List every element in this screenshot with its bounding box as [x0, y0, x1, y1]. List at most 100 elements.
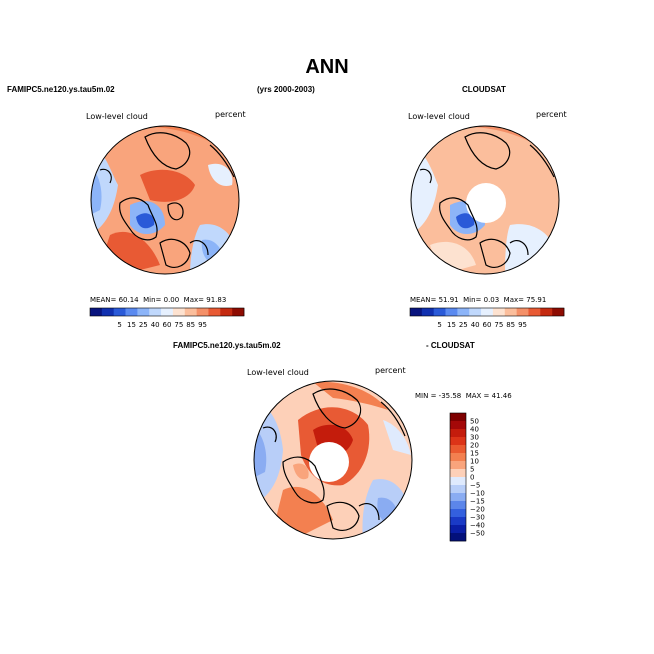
obs-map-boundary — [410, 125, 560, 275]
colorbar-tick-label: 60 — [483, 321, 492, 329]
model-map-region — [136, 213, 155, 229]
mean-label: MEAN= — [410, 296, 437, 304]
period-label: (yrs 2000-2003) — [257, 85, 315, 94]
colorbar-swatch — [410, 308, 423, 316]
colorbar-tick-label: 60 — [163, 321, 172, 329]
colorbar-swatch — [450, 485, 466, 494]
colorbar-swatch — [450, 509, 466, 518]
max-label: Max= — [503, 296, 525, 304]
model-stats: MEAN= 60.14 Min= 0.00 Max= 91.83 — [90, 296, 226, 304]
colorbar-swatch — [137, 308, 150, 316]
colorbar-tick-label: −10 — [470, 490, 485, 498]
model-map-region — [208, 163, 233, 186]
colorbar-swatch — [450, 445, 466, 454]
colorbar-swatch — [450, 421, 466, 430]
colorbar-tick-label: 30 — [470, 434, 479, 442]
min-value: -35.58 — [438, 392, 462, 400]
colorbar-swatch — [196, 308, 209, 316]
colorbar-swatch — [450, 429, 466, 438]
colorbar-swatch — [450, 533, 466, 542]
colorbar-tick-label: −20 — [470, 506, 485, 514]
colorbar-tick-label: 15 — [470, 450, 479, 458]
colorbar-swatch — [481, 308, 494, 316]
colorbar-swatch — [450, 453, 466, 462]
model-map-region — [140, 169, 195, 202]
max-label: MAX = — [465, 392, 490, 400]
colorbar-swatch — [232, 308, 245, 316]
model-polar-map — [90, 125, 240, 275]
diff-variable-label: Low-level cloud — [247, 368, 309, 377]
colorbar-tick-label: 15 — [447, 321, 456, 329]
colorbar-tick-label: 10 — [470, 458, 479, 466]
colorbar-swatch — [450, 413, 466, 422]
colorbar-swatch — [457, 308, 470, 316]
colorbar-swatch — [125, 308, 138, 316]
colorbar-swatch — [90, 308, 103, 316]
obs-map-region — [456, 213, 475, 229]
colorbar-tick-label: −15 — [470, 498, 485, 506]
colorbar-swatch — [516, 308, 529, 316]
diff-units-label: percent — [375, 366, 406, 375]
min-label: Min= — [463, 296, 482, 304]
diff-polar-map — [253, 380, 413, 540]
colorbar-swatch — [504, 308, 517, 316]
colorbar-frame — [449, 412, 467, 542]
colorbar-tick-label: 50 — [470, 418, 479, 426]
min-label: MIN = — [415, 392, 437, 400]
model-units-label: percent — [215, 110, 246, 119]
model-case-label: FAMIPC5.ne120.ys.tau5m.02 — [7, 85, 115, 94]
obs-colorbar: 5 15 25 40 60 75 85 95 — [409, 307, 565, 329]
colorbar-swatch — [220, 308, 233, 316]
model-colorbar: 5 15 25 40 60 75 85 95 — [89, 307, 245, 329]
colorbar-swatch — [433, 308, 446, 316]
obs-label: CLOUDSAT — [462, 85, 506, 94]
diff-map-boundary — [253, 380, 413, 540]
min-label: Min= — [143, 296, 162, 304]
figure-title: ANN — [305, 56, 349, 78]
obs-missing-data-hole — [466, 183, 506, 223]
colorbar-tick-label: −40 — [470, 522, 485, 530]
colorbar-swatch — [540, 308, 553, 316]
colorbar-tick-label: 5 — [437, 321, 441, 329]
model-coastlines — [99, 132, 235, 268]
diff-map-region — [383, 420, 411, 455]
colorbar-tick-label: 40 — [470, 426, 479, 434]
colorbar-tick-label: 15 — [127, 321, 136, 329]
colorbar-swatch — [552, 308, 565, 316]
colorbar-swatch — [450, 461, 466, 470]
colorbar-tick-label: 40 — [471, 321, 480, 329]
mean-value: 51.91 — [438, 296, 459, 304]
min-value: 0.00 — [163, 296, 180, 304]
min-value: 0.03 — [483, 296, 500, 304]
diff-map-region — [293, 463, 309, 480]
model-variable-label: Low-level cloud — [86, 112, 148, 121]
obs-coastlines — [419, 132, 555, 268]
colorbar-swatch — [113, 308, 126, 316]
obs-stats: MEAN= 51.91 Min= 0.03 Max= 75.91 — [410, 296, 546, 304]
colorbar-tick-label: 85 — [506, 321, 515, 329]
colorbar-tick-label: 25 — [459, 321, 468, 329]
colorbar-swatch — [450, 517, 466, 526]
colorbar-swatch — [469, 308, 482, 316]
colorbar-swatch — [450, 437, 466, 446]
obs-units-label: percent — [536, 110, 567, 119]
colorbar-tick-label: 40 — [151, 321, 160, 329]
colorbar-swatch — [450, 493, 466, 502]
colorbar-swatch — [450, 525, 466, 534]
mean-value: 60.14 — [118, 296, 139, 304]
colorbar-tick-label: 5 — [470, 466, 474, 474]
colorbar-swatch — [492, 308, 506, 316]
colorbar-tick-label: 95 — [198, 321, 207, 329]
colorbar-tick-label: −50 — [470, 530, 485, 538]
obs-polar-map — [410, 125, 560, 275]
colorbar-swatch — [421, 308, 434, 316]
colorbar-swatch — [528, 308, 541, 316]
max-value: 75.91 — [526, 296, 547, 304]
obs-variable-label: Low-level cloud — [408, 112, 470, 121]
diff-obs-label: - CLOUDSAT — [426, 341, 475, 350]
colorbar-tick-label: 75 — [494, 321, 503, 329]
diff-coastlines — [262, 388, 406, 531]
colorbar-swatch — [101, 308, 114, 316]
diff-stats: MIN = -35.58 MAX = 41.46 — [415, 392, 512, 400]
